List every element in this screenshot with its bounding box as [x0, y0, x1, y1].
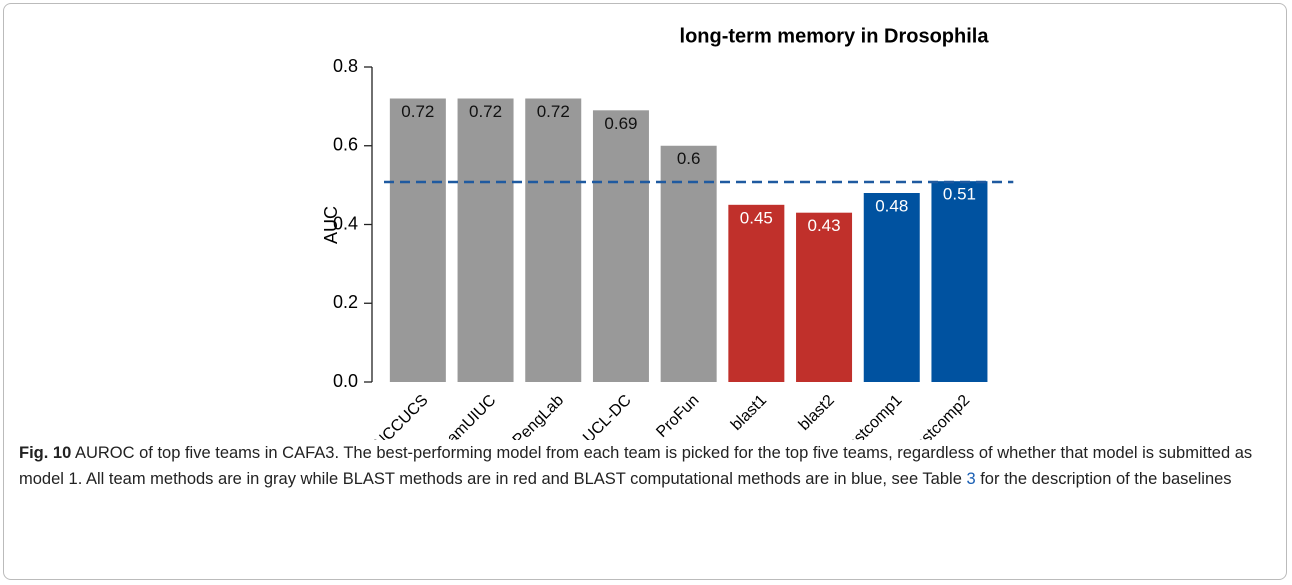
figure-frame [3, 3, 1287, 580]
y-tick-label: 0.0 [333, 371, 358, 391]
bar [728, 204, 785, 382]
bar [592, 110, 649, 382]
x-tick-label: TeamUIUC [432, 392, 499, 440]
x-tick-label: NCCUCS [371, 392, 431, 440]
x-tick-label: blastcomp1 [836, 392, 906, 440]
value-label: 0.72 [401, 102, 434, 121]
value-label: 0.6 [677, 149, 701, 168]
value-label: 0.48 [875, 196, 908, 215]
bar [863, 193, 920, 382]
x-tick-label: blast2 [796, 392, 838, 434]
value-label: 0.45 [740, 208, 773, 227]
caption-text: AUROC of top five teams in CAFA3. The be… [19, 444, 1253, 488]
x-tick-label: blastcomp2 [903, 392, 973, 440]
bar [931, 181, 988, 382]
x-tick-label: ProFun [653, 392, 702, 440]
value-label: 0.43 [808, 216, 841, 235]
y-tick-label: 0.6 [333, 135, 358, 155]
x-tick-label: PengLab [510, 392, 567, 440]
bar [660, 145, 717, 382]
caption: Fig. 10 AUROC of top five teams in CAFA3… [19, 440, 1269, 492]
caption-label: Fig. 10 [19, 444, 72, 462]
value-label: 0.72 [469, 102, 502, 121]
value-label: 0.69 [604, 114, 637, 133]
y-tick-label: 0.4 [333, 213, 358, 233]
bar [796, 212, 853, 382]
chart: long-term memory in Drosophila AUC 0.0 0.… [321, 25, 1014, 440]
caption-text-after: for the description of the baselines [975, 470, 1232, 488]
bar [389, 98, 446, 382]
bar [457, 98, 514, 382]
x-tick-label: blast1 [728, 392, 770, 434]
value-label: 0.72 [537, 102, 570, 121]
y-tick-label: 0.8 [333, 56, 358, 76]
bar [525, 98, 582, 382]
chart-title: long-term memory in Drosophila [680, 25, 990, 47]
value-label: 0.51 [943, 185, 976, 204]
y-tick-label: 0.2 [333, 292, 358, 312]
y-axis-label: AUC [321, 206, 341, 244]
table-link[interactable]: 3 [966, 470, 976, 488]
